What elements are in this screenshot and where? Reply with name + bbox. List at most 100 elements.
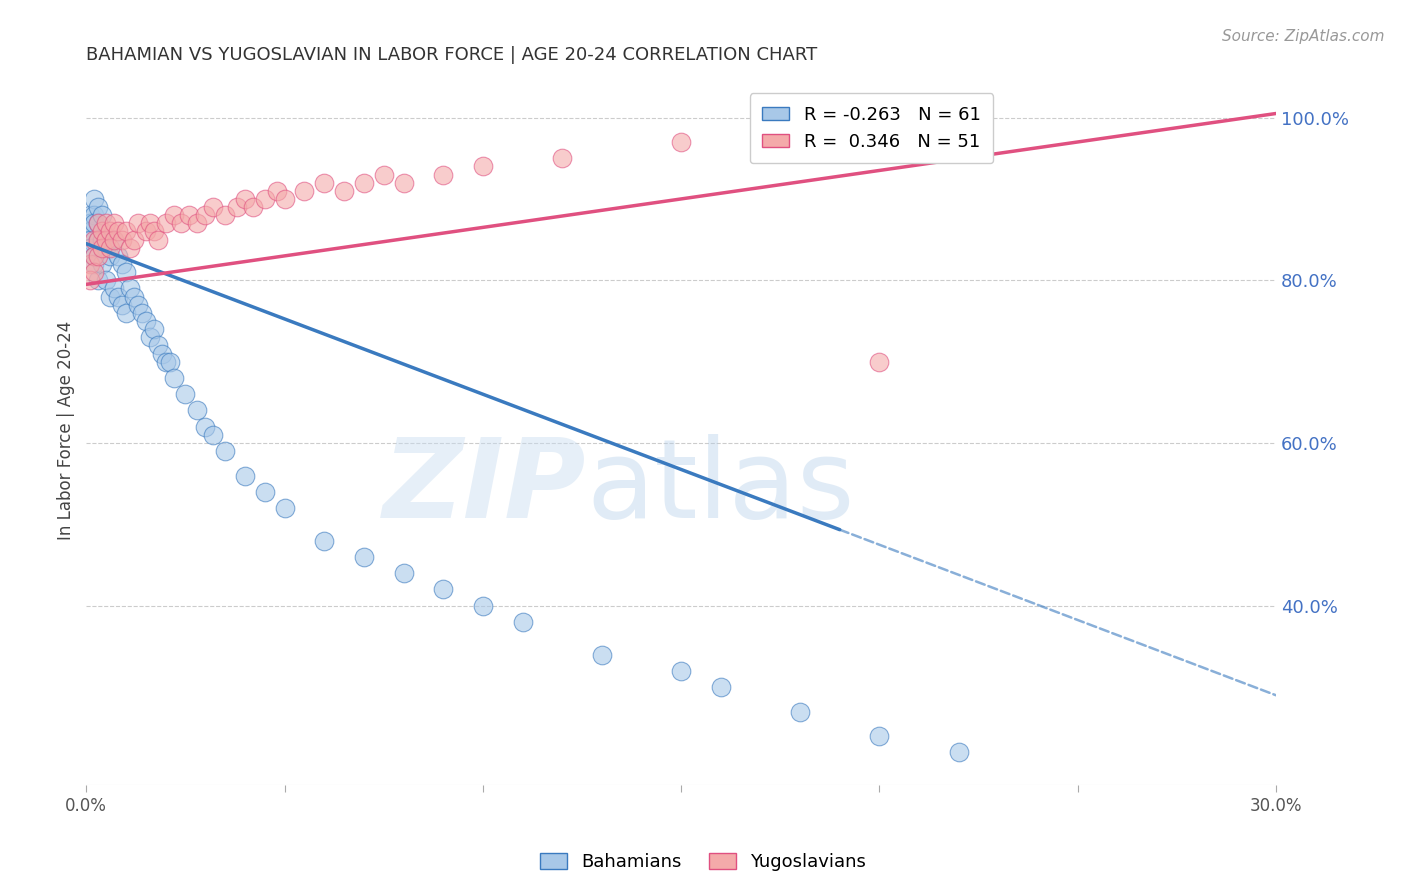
Point [202,200,225,214]
Point [266,184,288,198]
Point [118,281,141,295]
Point [135,314,157,328]
Point [948,745,970,759]
Point [94,216,117,230]
Point [186,403,208,417]
Point [194,419,217,434]
Point [314,533,336,548]
Point [868,729,890,743]
Point [432,582,454,597]
Point [87,216,110,230]
Point [127,298,149,312]
Point [146,233,169,247]
Point [83,257,105,271]
Point [122,289,145,303]
Point [214,444,236,458]
Point [83,208,105,222]
Point [253,484,276,499]
Point [471,599,494,613]
Point [98,289,121,303]
Point [392,176,415,190]
Point [111,257,134,271]
Point [127,216,149,230]
Point [292,184,315,198]
Point [79,225,101,239]
Point [242,200,264,214]
Point [789,705,811,719]
Text: ZIP: ZIP [382,434,586,541]
Point [91,257,114,271]
Point [273,192,295,206]
Point [83,233,105,247]
Point [186,216,208,230]
Point [107,289,129,303]
Point [142,322,165,336]
Point [135,225,157,239]
Point [162,208,184,222]
Point [214,208,236,222]
Point [91,225,114,239]
Point [79,241,101,255]
Point [87,249,110,263]
Point [94,273,117,287]
Point [194,208,217,222]
Point [79,208,101,222]
Point [170,216,193,230]
Point [115,225,138,239]
Point [103,216,125,230]
Point [162,371,184,385]
Point [174,387,197,401]
Point [253,192,276,206]
Point [159,354,181,368]
Legend: R = -0.263   N = 61, R =  0.346   N = 51: R = -0.263 N = 61, R = 0.346 N = 51 [749,93,993,163]
Point [155,354,177,368]
Point [107,249,129,263]
Point [83,265,105,279]
Point [373,168,395,182]
Point [83,216,105,230]
Point [94,233,117,247]
Point [591,648,613,662]
Point [107,225,129,239]
Point [139,330,162,344]
Point [98,225,121,239]
Point [83,249,105,263]
Y-axis label: In Labor Force | Age 20-24: In Labor Force | Age 20-24 [58,321,75,541]
Point [87,233,110,247]
Point [103,233,125,247]
Point [94,241,117,255]
Point [202,428,225,442]
Point [512,615,534,629]
Point [87,216,110,230]
Point [83,192,105,206]
Point [353,549,375,564]
Point [392,566,415,581]
Point [669,664,692,678]
Point [122,233,145,247]
Point [79,216,101,230]
Point [353,176,375,190]
Point [103,233,125,247]
Point [115,265,138,279]
Point [79,257,101,271]
Point [314,176,336,190]
Point [115,306,138,320]
Point [98,241,121,255]
Point [91,208,114,222]
Text: Source: ZipAtlas.com: Source: ZipAtlas.com [1222,29,1385,44]
Point [155,216,177,230]
Point [79,273,101,287]
Point [710,680,733,694]
Point [233,192,256,206]
Point [79,233,101,247]
Point [131,306,153,320]
Point [868,354,890,368]
Point [83,249,105,263]
Text: BAHAMIAN VS YUGOSLAVIAN IN LABOR FORCE | AGE 20-24 CORRELATION CHART: BAHAMIAN VS YUGOSLAVIAN IN LABOR FORCE |… [86,46,817,64]
Point [139,216,162,230]
Point [551,151,574,165]
Point [146,338,169,352]
Point [333,184,356,198]
Text: atlas: atlas [586,434,855,541]
Point [432,168,454,182]
